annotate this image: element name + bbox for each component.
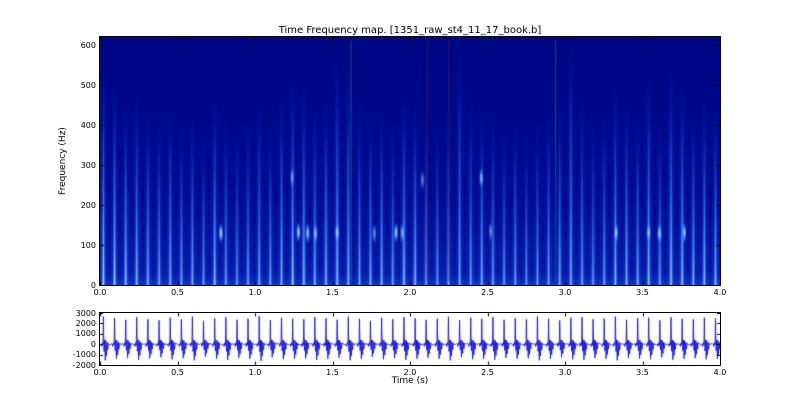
spectrogram-x-tick-label: 0.5 [171,288,184,297]
spectrogram-plot-area [99,36,721,286]
waveform-x-tick-label: 1.0 [248,368,262,377]
spectrogram-y-tick-label: 300 [80,160,96,170]
spectrogram-x-tick-label: 4.0 [713,288,727,297]
waveform-x-tick-label: 1.5 [326,368,339,377]
waveform-y-tick-label: -2000 [72,360,96,370]
spectrogram-y-tick-label: 100 [80,240,96,250]
waveform-y-tick-label: 0 [90,339,96,349]
waveform-y-tick-label: 1000 [75,329,96,339]
waveform-y-tick-label: -1000 [72,350,96,360]
spectrogram-y-tick-label: 500 [80,80,96,90]
waveform-y-tick-label: 3000 [75,308,96,318]
waveform-x-tick-label: 0.5 [171,368,184,377]
spectrogram-y-tick-label: 600 [80,40,96,50]
spectrogram-x-tick-label: 3.0 [558,288,572,297]
spectrogram-x-tick-label: 3.5 [636,288,649,297]
waveform-x-axis-label: Time (s) [391,376,429,386]
spectrogram-y-tick-label: 200 [80,200,96,210]
spectrogram-y-tick-label: 0 [90,280,96,290]
waveform-x-tick-label: 4.0 [713,368,727,377]
waveform-x-tick-label: 3.0 [558,368,572,377]
spectrogram-x-tick-label: 2.5 [481,288,494,297]
spectrogram-y-tick-label: 400 [80,120,96,130]
waveform-plot-area [99,312,721,366]
spectrogram-x-tick-label: 2.0 [403,288,417,297]
spectrogram-x-tick-label: 1.0 [248,288,262,297]
waveform-y-tick-label: 2000 [75,318,96,328]
waveform-x-tick-label: 2.5 [481,368,494,377]
spectrogram-x-tick-label: 1.5 [326,288,339,297]
waveform-x-tick-label: 3.5 [636,368,649,377]
plot-title: Time Frequency map. [1351_raw_st4_11_17_… [278,25,542,36]
waveform-x-tick-label: 2.0 [403,368,417,377]
waveform-x-tick-label: 0.0 [93,368,107,377]
spectrogram-x-tick-label: 0.0 [93,288,107,297]
